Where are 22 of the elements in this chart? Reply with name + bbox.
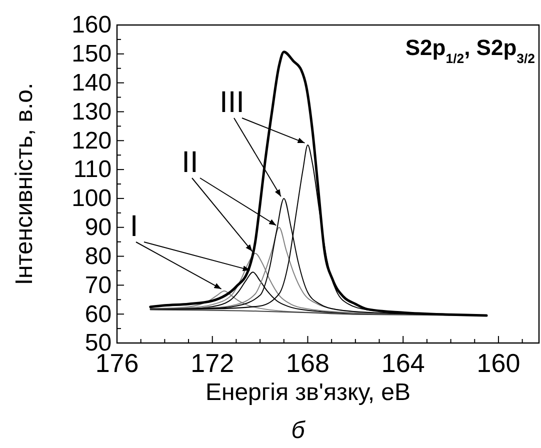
y-tick-label: 110 bbox=[73, 156, 112, 184]
annotation: III bbox=[219, 86, 245, 119]
y-tick-label: 60 bbox=[84, 300, 112, 328]
annotation: II bbox=[182, 146, 198, 179]
x-tick-label: 172 bbox=[190, 348, 234, 378]
y-tick-label: 160 bbox=[72, 12, 112, 39]
y-tick-label: 70 bbox=[84, 272, 112, 299]
text: б bbox=[291, 417, 306, 444]
x-tick-label: 164 bbox=[381, 348, 425, 378]
y-tick-label: 80 bbox=[84, 242, 112, 270]
y-axis-title: Інтенсивність, в.о. bbox=[11, 82, 38, 286]
x-tick-label: 168 bbox=[286, 348, 330, 378]
y-tick-label: 150 bbox=[72, 40, 112, 68]
text: S2p$_{1/2}$, S2p$_{3/2}$ bbox=[405, 35, 535, 66]
y-tick-label: 130 bbox=[72, 98, 112, 126]
y-tick-label: 120 bbox=[72, 127, 112, 154]
x-tick-label: 160 bbox=[476, 348, 520, 378]
annotation: I bbox=[130, 210, 138, 243]
x-axis-title: Енергія зв'язку, еВ bbox=[205, 379, 411, 406]
y-tick-label: 100 bbox=[72, 185, 112, 212]
y-tick-label: 90 bbox=[84, 214, 112, 242]
y-tick-label: 140 bbox=[72, 70, 112, 96]
